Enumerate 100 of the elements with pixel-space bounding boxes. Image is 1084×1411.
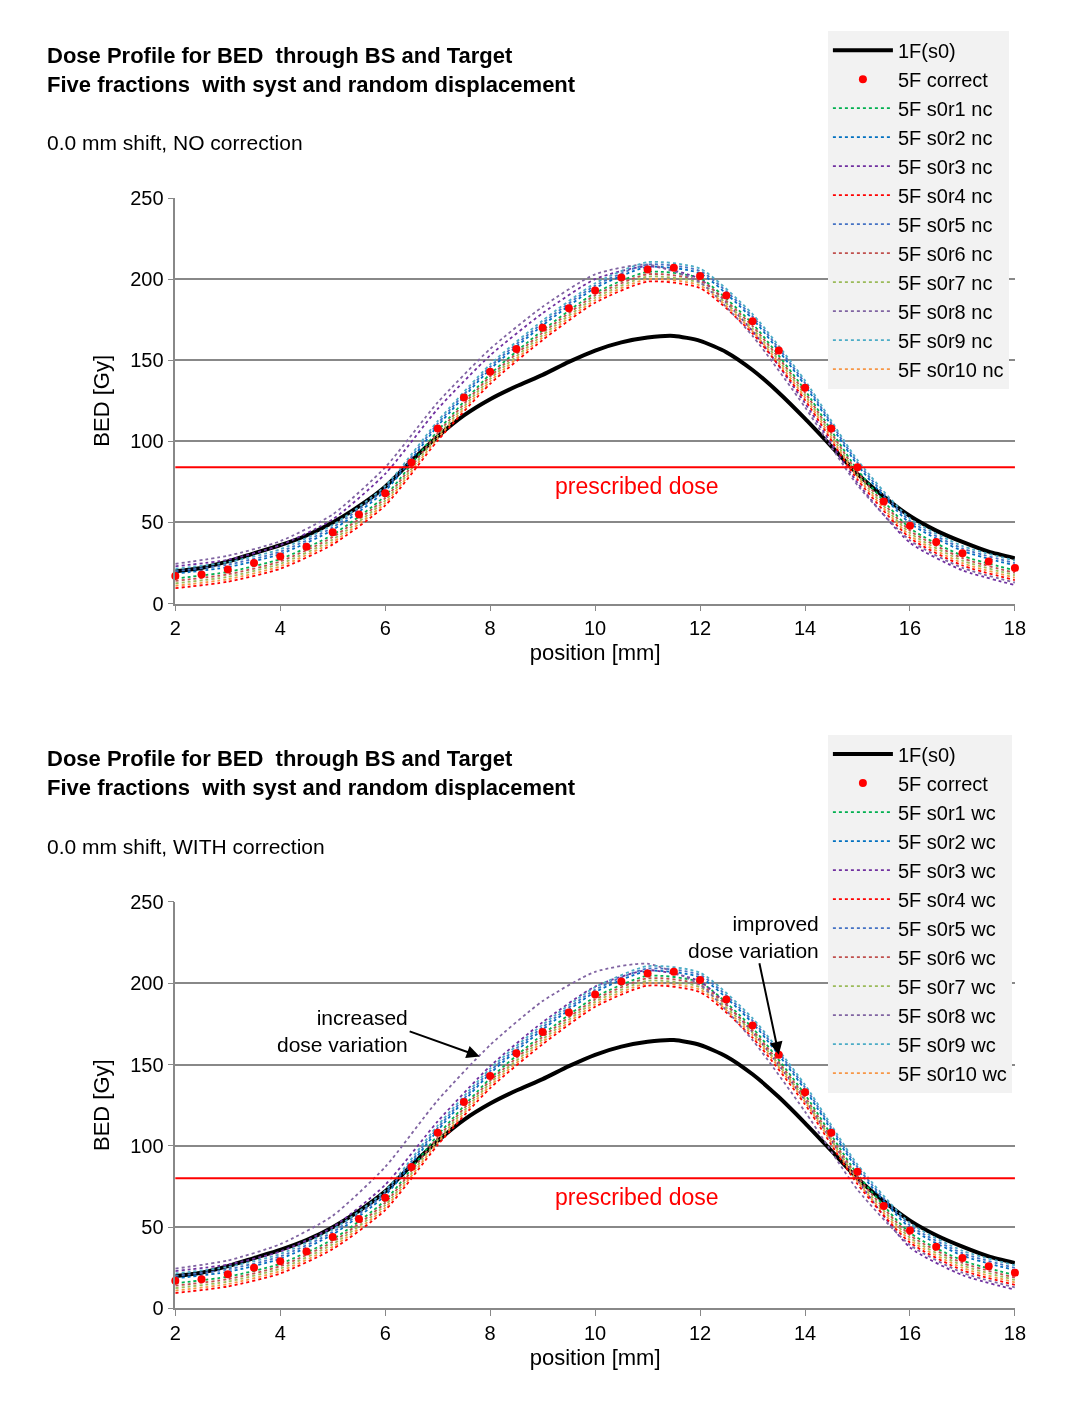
legend-label: 5F s0r8 wc [897,1004,996,1027]
x-tick-label: 10 [583,617,607,640]
y-tick-label: 200 [130,268,164,291]
y-tick-label: 250 [130,187,164,210]
point [381,1193,390,1202]
legend-label: 5F s0r10 nc [897,358,1004,381]
point [486,1071,495,1080]
point [328,1232,337,1241]
legend-label: 5F s0r8 nc [897,300,993,323]
point [774,346,783,355]
x-tick-label: 16 [898,1322,922,1345]
legend-label: 5F s0r6 nc [897,242,993,265]
point [696,271,705,280]
point [748,1021,757,1030]
point [512,1049,521,1058]
chart-title: Dose Profile for BED through BS and Target Five fractions with syst and random displacement [47,746,576,800]
legend-label: 5F s0r3 nc [897,155,993,178]
point [722,291,731,300]
point [250,559,259,568]
x-tick-label: 8 [484,1322,496,1345]
point [669,263,678,272]
point [197,570,206,579]
x-tick-label: 2 [169,1322,181,1345]
legend-label: 5F s0r6 wc [897,946,996,969]
x-axis-title: position [mm] [529,639,661,665]
point [223,565,232,574]
point [381,489,390,498]
legend-label: 5F correct [897,772,989,795]
point [905,1226,914,1235]
point [617,273,626,282]
y-axis-title: BED [Gy] [89,354,115,447]
point [617,977,626,986]
legend-label: 5F s0r3 wc [897,859,996,882]
x-tick-label: 18 [1003,617,1027,640]
x-tick-label: 12 [688,1322,712,1345]
point [328,528,337,537]
point [223,1270,232,1279]
point [879,1202,888,1210]
point [801,383,810,392]
x-tick-label: 12 [688,617,712,640]
point [827,1128,836,1137]
point [512,344,521,353]
point [958,1254,967,1263]
point [276,1257,285,1266]
ref-line-label: prescribed dose [555,473,719,499]
legend-label: 5F s0r4 wc [897,888,996,911]
point [643,265,652,274]
point [932,1242,941,1251]
x-tick-label: 6 [379,1322,391,1345]
legend-label: 5F s0r2 nc [897,126,993,149]
legend-label: 5F s0r9 wc [897,1033,996,1056]
point [932,537,941,546]
point [407,1162,416,1171]
legend-label: 5F s0r4 nc [897,184,993,207]
y-tick-label: 50 [141,511,164,534]
legend-label: 1F(s0) [897,39,956,62]
x-tick-label: 4 [274,1322,286,1345]
point [197,1275,206,1284]
point [486,367,495,376]
y-axis-title: BED [Gy] [89,1059,115,1152]
legend-label: 5F s0r7 wc [897,975,996,998]
point [459,393,468,402]
point [538,1027,547,1036]
x-axis-title: position [mm] [529,1344,661,1370]
legend-label: 5F correct [897,68,989,91]
y-tick-label: 0 [152,592,164,615]
legend-label: 1F(s0) [897,743,956,766]
y-tick-label: 150 [130,349,164,372]
point [407,458,416,467]
x-tick-label: 8 [484,617,496,640]
y-tick-label: 0 [152,1297,164,1320]
point [958,549,967,558]
x-tick-label: 4 [274,617,286,640]
y-tick-label: 100 [130,430,164,453]
chart-subtitle: 0.0 mm shift, NO correction [47,131,303,154]
legend-label: 5F s0r2 wc [897,830,996,853]
legend-label: 5F s0r9 nc [897,329,993,352]
point [433,1128,442,1137]
legend-label: 5F s0r10 wc [897,1062,1007,1085]
point [1010,1268,1019,1277]
point [433,424,442,433]
point [984,557,993,566]
x-tick-label: 14 [793,1322,817,1345]
y-tick-label: 50 [141,1216,164,1239]
x-tick-label: 6 [379,617,391,640]
point [748,317,757,326]
annotation: increased dose variation [277,1006,408,1057]
point [302,1247,311,1256]
point [905,521,914,530]
chart-subtitle: 0.0 mm shift, WITH correction [47,835,325,858]
x-tick-label: 10 [583,1322,607,1345]
legend-label: 5F s0r1 nc [897,97,993,120]
y-tick-label: 250 [130,890,164,913]
point [276,552,285,561]
point [591,286,600,295]
point [564,1008,573,1017]
point [801,1088,810,1097]
x-tick-label: 16 [898,617,922,640]
point [984,1262,993,1271]
annotation: improved dose variation [688,912,819,963]
